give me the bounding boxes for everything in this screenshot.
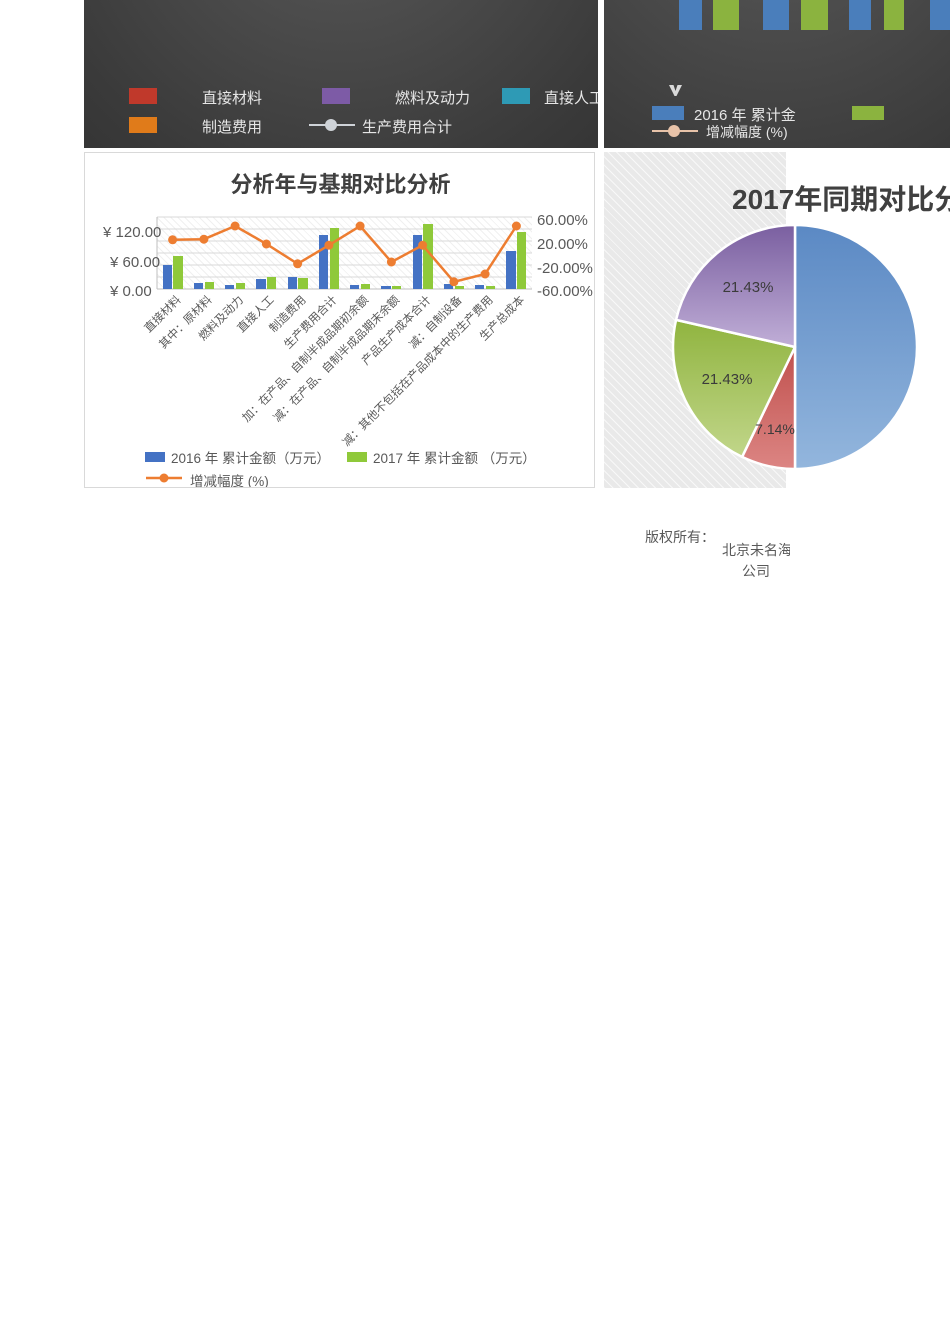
svg-text:21.43%: 21.43%	[702, 371, 753, 388]
svg-text:7.14%: 7.14%	[755, 421, 795, 437]
svg-text:21.43%: 21.43%	[723, 279, 774, 296]
